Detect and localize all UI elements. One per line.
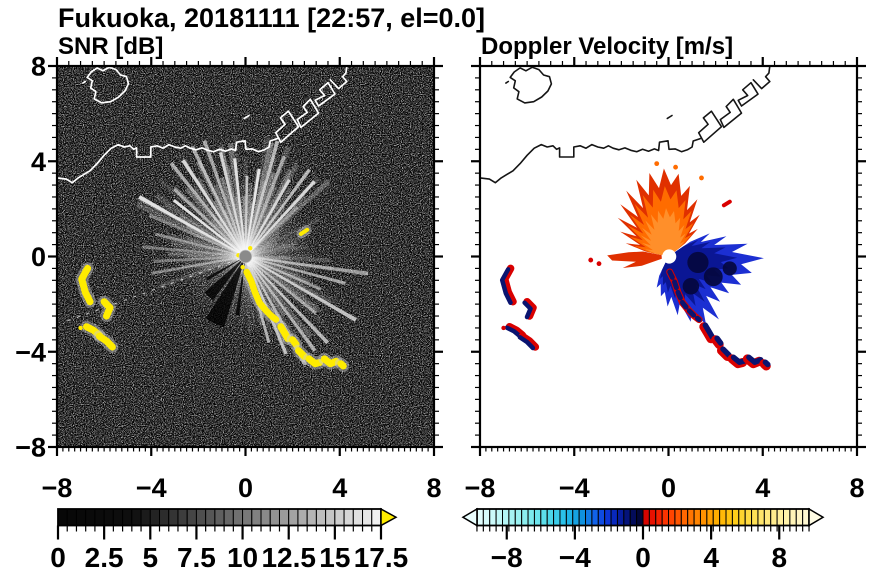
svg-text:5: 5 — [142, 542, 158, 570]
svg-text:10: 10 — [227, 542, 258, 570]
velocity-colorbar — [461, 507, 825, 527]
svg-text:7.5: 7.5 — [177, 542, 216, 570]
velocity-echoes — [499, 161, 771, 371]
coastline-port-islet — [314, 81, 336, 107]
svg-text:8: 8 — [771, 542, 787, 570]
coastline-mainland — [57, 137, 279, 184]
svg-text:15: 15 — [319, 542, 350, 570]
radar-hub — [238, 249, 253, 264]
coastline-island — [509, 66, 553, 104]
velocity-coastline — [480, 66, 771, 184]
svg-text:0: 0 — [635, 542, 651, 570]
snr-coastline — [57, 66, 348, 184]
coastline-port-islet — [697, 110, 723, 143]
snr-field — [63, 135, 369, 372]
svg-text:12.5: 12.5 — [261, 542, 316, 570]
velocity-plot — [480, 66, 857, 447]
coastline-islet-mark — [243, 114, 250, 120]
shadow-wedge — [205, 256, 246, 328]
figure-title: Fukuoka, 20181111 [22:57, el=0.0] — [58, 3, 486, 33]
dotted-ray — [63, 258, 240, 323]
velocity-field — [499, 161, 771, 371]
y-tick-labels: 8 4 0 −4 −8 — [15, 52, 46, 463]
snr-x-tick-label: −4 — [136, 473, 167, 503]
svg-text:4: 4 — [31, 147, 46, 177]
snr-over-arrow — [380, 507, 398, 527]
shadow-wedge — [204, 256, 246, 301]
snr-x-labels: −8 −4 0 4 8 — [42, 473, 442, 503]
snr-x-tick-label: 8 — [426, 473, 441, 503]
velocity-x-tick-label: 0 — [661, 473, 676, 503]
snr-plot — [57, 66, 434, 447]
shadow-wedge — [235, 256, 246, 316]
snr-x-tick-label: 0 — [238, 473, 253, 503]
svg-text:−8: −8 — [491, 542, 523, 570]
velocity-x-tick-label: −8 — [465, 473, 496, 503]
svg-text:−8: −8 — [15, 433, 46, 463]
shadow-wedge — [206, 256, 246, 281]
velocity-x-labels: −8 −4 0 4 8 — [465, 473, 865, 503]
snr-colorbar-labels: 0 2.5 5 7.5 10 12.5 15 17.5 — [50, 542, 408, 570]
coastline-port-islet — [737, 81, 759, 107]
svg-text:8: 8 — [31, 52, 46, 82]
snr-colorbar — [57, 507, 398, 527]
snr-colorbar-ticks — [56, 525, 383, 540]
snr-x-tick-label: −8 — [42, 473, 73, 503]
coastline-island — [86, 66, 130, 104]
coastline-port-islet — [296, 98, 320, 129]
coastline-islet-mark — [505, 80, 510, 84]
coastline-port-islet — [719, 98, 743, 129]
svg-text:−4: −4 — [15, 337, 46, 367]
svg-text:4: 4 — [703, 542, 719, 570]
coastline-port-top — [752, 66, 771, 90]
coastline-port-islet — [274, 110, 300, 144]
velocity-colorbar-labels: −8 −4 0 4 8 — [491, 542, 787, 570]
radar-hub — [662, 249, 677, 264]
coastline-islet-mark — [666, 114, 673, 120]
snr-axes — [48, 57, 443, 456]
velocity-x-tick-label: −4 — [559, 473, 590, 503]
snr-echoes — [75, 225, 350, 372]
snr-x-tick-label: 4 — [332, 473, 347, 503]
svg-text:0: 0 — [50, 542, 66, 570]
coastline-islet-mark — [82, 80, 87, 84]
velocity-over-arrow — [808, 507, 825, 527]
svg-text:−4: −4 — [559, 542, 591, 570]
velocity-panel-title: Doppler Velocity [m/s] — [481, 33, 734, 60]
coastline-port-top — [329, 66, 348, 90]
velocity-x-tick-label: 4 — [755, 473, 770, 503]
svg-text:0: 0 — [31, 242, 46, 272]
snr-panel-title: SNR [dB] — [58, 33, 164, 60]
velocity-axes — [471, 57, 866, 456]
coastline-mainland — [480, 137, 702, 184]
velocity-colorbar-ticks — [476, 525, 810, 540]
svg-text:2.5: 2.5 — [85, 542, 124, 570]
velocity-x-tick-label: 8 — [849, 473, 864, 503]
velocity-under-arrow — [461, 507, 478, 527]
svg-text:17.5: 17.5 — [354, 542, 409, 570]
